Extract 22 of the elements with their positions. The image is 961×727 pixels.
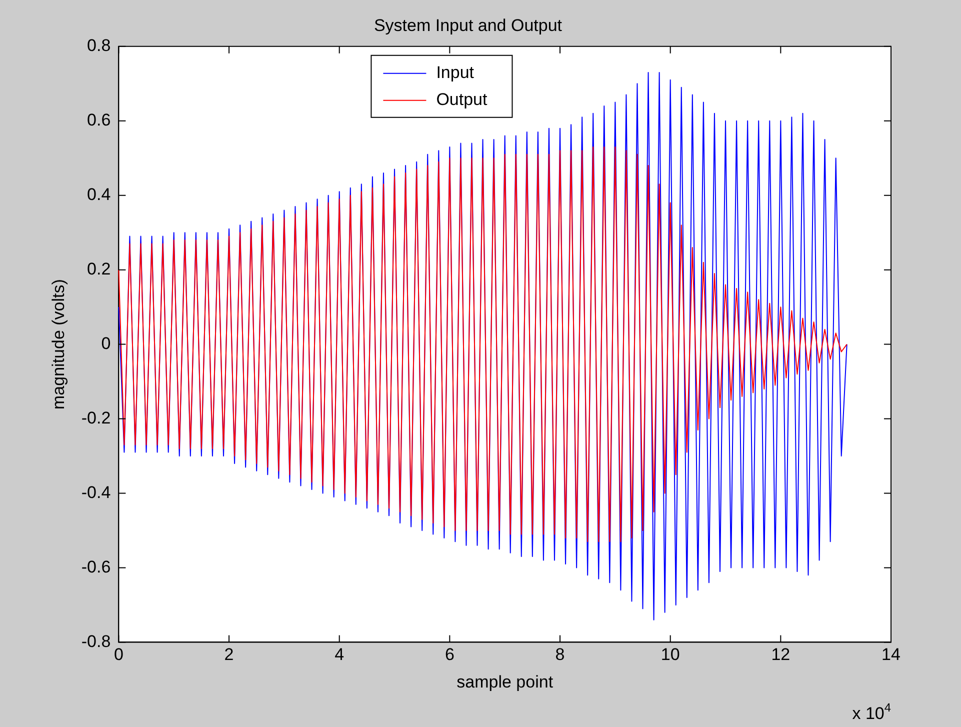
legend-label: Output bbox=[436, 90, 488, 110]
y-tick-label: 0.6 bbox=[87, 110, 111, 130]
y-tick-label: -0.2 bbox=[81, 408, 111, 428]
y-tick-label: -0.6 bbox=[81, 557, 111, 576]
x-tick-label: 6 bbox=[444, 645, 454, 664]
y-axis-title: magnitude (volts) bbox=[48, 279, 68, 410]
x-tick-label: 14 bbox=[882, 645, 900, 664]
y-tick-label: 0.4 bbox=[87, 185, 111, 204]
y-tick-label: 0.8 bbox=[87, 36, 111, 56]
x-tick-label: 8 bbox=[555, 645, 565, 664]
x-axis-title: sample point bbox=[456, 672, 554, 692]
y-tick-label: 0.2 bbox=[87, 260, 111, 279]
x-tick-label: 2 bbox=[224, 645, 234, 664]
x-tick-label: 0 bbox=[114, 645, 124, 664]
y-tick-label: -0.4 bbox=[81, 482, 111, 502]
legend-label: Input bbox=[436, 63, 474, 82]
x-tick-label: 4 bbox=[334, 645, 344, 664]
chart-title: System Input and Output bbox=[374, 16, 562, 35]
x-tick-label: 12 bbox=[771, 645, 790, 664]
x-tick-label: 10 bbox=[660, 645, 680, 664]
y-tick-label: -0.8 bbox=[81, 632, 111, 651]
y-tick-label: 0 bbox=[101, 334, 111, 353]
